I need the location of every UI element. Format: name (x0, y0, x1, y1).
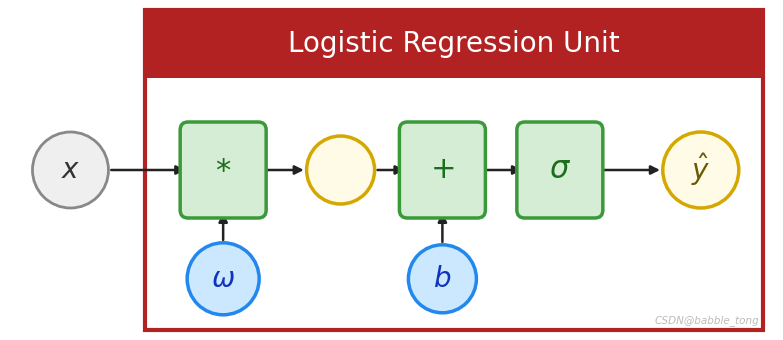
Text: $\sigma$: $\sigma$ (549, 155, 571, 185)
Text: Logistic Regression Unit: Logistic Regression Unit (288, 30, 620, 58)
Circle shape (307, 136, 374, 204)
Text: CSDN@babble_tong: CSDN@babble_tong (655, 316, 760, 326)
Text: $b$: $b$ (433, 265, 452, 293)
FancyBboxPatch shape (180, 122, 266, 218)
Text: $*$: $*$ (215, 155, 231, 185)
Text: $x$: $x$ (61, 156, 80, 184)
FancyBboxPatch shape (517, 122, 603, 218)
FancyBboxPatch shape (145, 10, 763, 78)
Text: $+$: $+$ (430, 155, 455, 185)
Circle shape (32, 132, 109, 208)
Circle shape (662, 132, 739, 208)
Text: $\omega$: $\omega$ (211, 265, 235, 293)
Circle shape (409, 245, 476, 313)
Circle shape (187, 243, 259, 315)
FancyBboxPatch shape (399, 122, 485, 218)
FancyBboxPatch shape (145, 10, 763, 330)
Text: $\hat{y}$: $\hat{y}$ (691, 152, 710, 188)
